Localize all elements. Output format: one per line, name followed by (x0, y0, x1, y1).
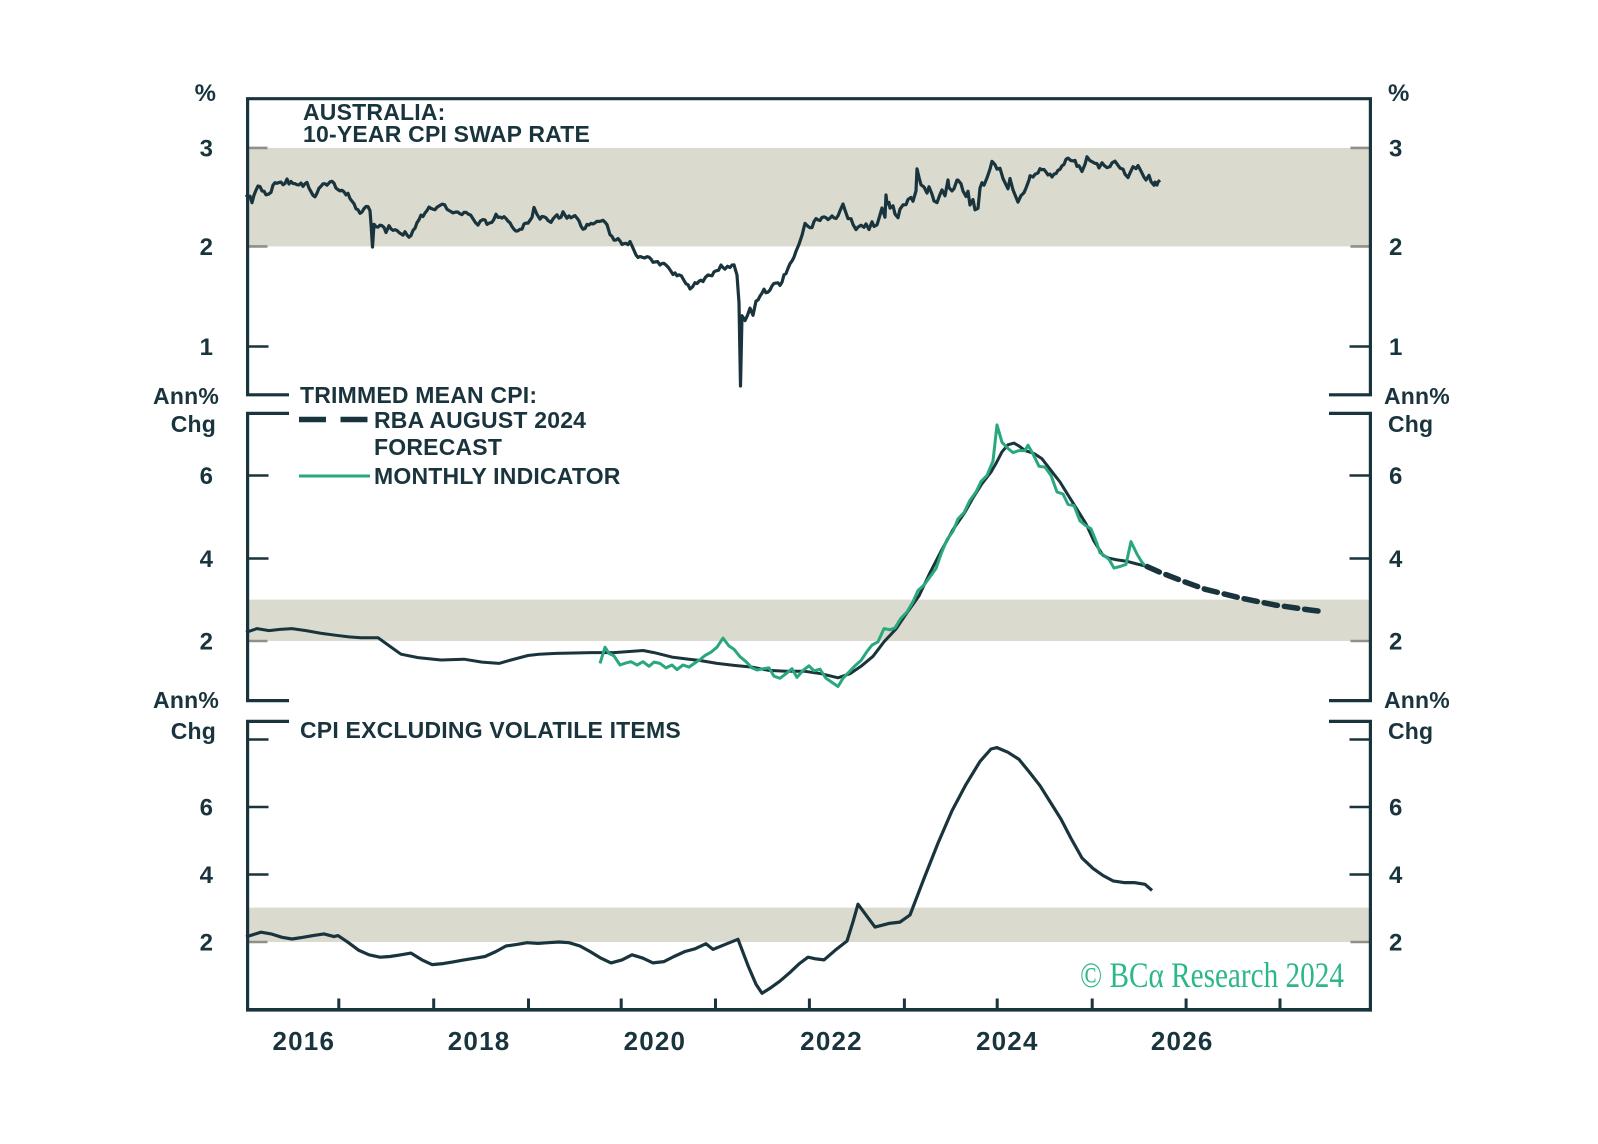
svg-text:Ann%: Ann% (153, 687, 219, 713)
svg-text:6: 6 (1389, 795, 1402, 822)
svg-text:2: 2 (200, 234, 213, 261)
svg-text:AUSTRALIA:: AUSTRALIA: (303, 99, 446, 125)
svg-text:© BCα Research 2024: © BCα Research 2024 (1080, 955, 1344, 995)
svg-text:Chg: Chg (171, 718, 216, 744)
svg-text:1: 1 (200, 334, 213, 361)
svg-text:CPI EXCLUDING VOLATILE ITEMS: CPI EXCLUDING VOLATILE ITEMS (300, 717, 681, 743)
svg-text:%: % (195, 80, 216, 107)
svg-text:6: 6 (1389, 463, 1402, 490)
svg-text:3: 3 (1389, 136, 1402, 163)
svg-text:10-YEAR CPI SWAP RATE: 10-YEAR CPI SWAP RATE (303, 121, 590, 147)
svg-text:Chg: Chg (1388, 718, 1433, 744)
svg-text:6: 6 (200, 463, 213, 490)
svg-text:4: 4 (1389, 862, 1403, 889)
svg-text:2018: 2018 (448, 1026, 511, 1056)
svg-text:4: 4 (200, 546, 214, 573)
svg-text:%: % (1388, 80, 1409, 107)
svg-text:2: 2 (1389, 234, 1402, 261)
svg-text:6: 6 (200, 795, 213, 822)
svg-text:Ann%: Ann% (1384, 687, 1450, 713)
svg-text:2020: 2020 (624, 1026, 687, 1056)
svg-text:1: 1 (1389, 334, 1402, 361)
svg-text:2: 2 (1389, 930, 1402, 957)
svg-text:2026: 2026 (1151, 1026, 1214, 1056)
svg-text:TRIMMED MEAN CPI:: TRIMMED MEAN CPI: (300, 382, 537, 408)
svg-text:2024: 2024 (976, 1026, 1039, 1056)
svg-text:MONTHLY INDICATOR: MONTHLY INDICATOR (374, 463, 621, 489)
svg-text:Ann%: Ann% (1384, 383, 1450, 409)
svg-text:2: 2 (200, 930, 213, 957)
svg-text:2: 2 (200, 629, 213, 656)
svg-text:Chg: Chg (171, 411, 216, 437)
svg-text:Chg: Chg (1388, 411, 1433, 437)
svg-text:3: 3 (200, 136, 213, 163)
svg-text:2022: 2022 (800, 1026, 863, 1056)
svg-text:4: 4 (1389, 546, 1403, 573)
svg-text:4: 4 (200, 862, 214, 889)
svg-text:2: 2 (1389, 629, 1402, 656)
svg-text:2016: 2016 (272, 1026, 335, 1056)
svg-text:Ann%: Ann% (153, 383, 219, 409)
svg-text:RBA AUGUST 2024: RBA AUGUST 2024 (374, 407, 586, 433)
svg-text:FORECAST: FORECAST (374, 434, 502, 460)
